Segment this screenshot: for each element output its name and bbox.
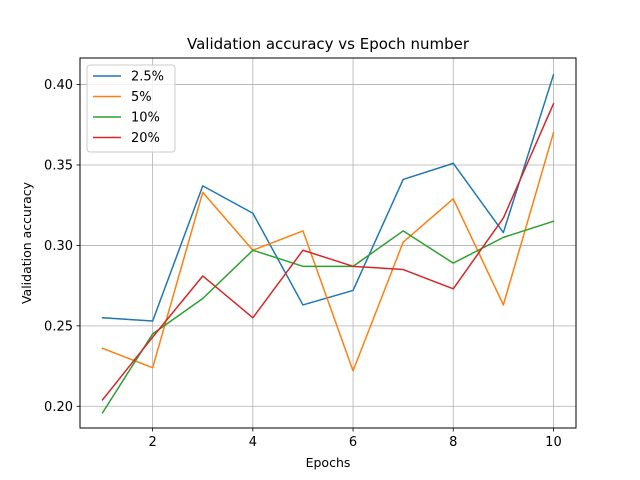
plot-frame <box>79 57 577 429</box>
legend-label: 20% <box>131 131 160 146</box>
series-line <box>101 131 555 372</box>
legend-item: 2.5% <box>93 70 164 85</box>
series-3 <box>101 220 555 414</box>
x-axis: 2 4 6 8 10 <box>149 428 562 450</box>
y-tick-label: 0.20 <box>44 400 73 415</box>
legend-label: 5% <box>131 90 152 105</box>
grid <box>80 58 576 428</box>
y-tick-label: 0.40 <box>44 78 73 93</box>
series-4 <box>101 102 555 401</box>
series-line <box>101 220 555 414</box>
x-axis-label: Epochs <box>306 455 351 470</box>
x-tick-label: 8 <box>449 435 457 450</box>
y-tick-label: 0.35 <box>44 158 73 173</box>
legend-item: 20% <box>93 131 160 146</box>
legend-item: 5% <box>93 90 152 105</box>
legend-item: 10% <box>93 111 160 126</box>
legend-label: 2.5% <box>131 70 164 85</box>
legend-box <box>86 64 176 153</box>
x-tick-label: 6 <box>349 435 357 450</box>
y-tick-label: 0.25 <box>44 319 73 334</box>
x-tick-label: 2 <box>149 435 157 450</box>
series-layer <box>101 73 555 414</box>
series-line <box>101 73 555 322</box>
y-tick-label: 0.30 <box>44 239 73 254</box>
x-tick-label: 10 <box>545 435 562 450</box>
y-axis-label: Validation accuracy <box>19 181 34 304</box>
series-line <box>101 102 555 401</box>
legend-label: 10% <box>131 111 160 126</box>
x-tick-label: 4 <box>249 435 257 450</box>
series-1 <box>101 73 555 322</box>
y-axis: 0.20 0.25 0.30 0.35 0.40 <box>44 78 80 415</box>
chart-title: Validation accuracy vs Epoch number <box>187 35 470 53</box>
legend: 2.5% 5% 10% 20% <box>86 64 176 153</box>
